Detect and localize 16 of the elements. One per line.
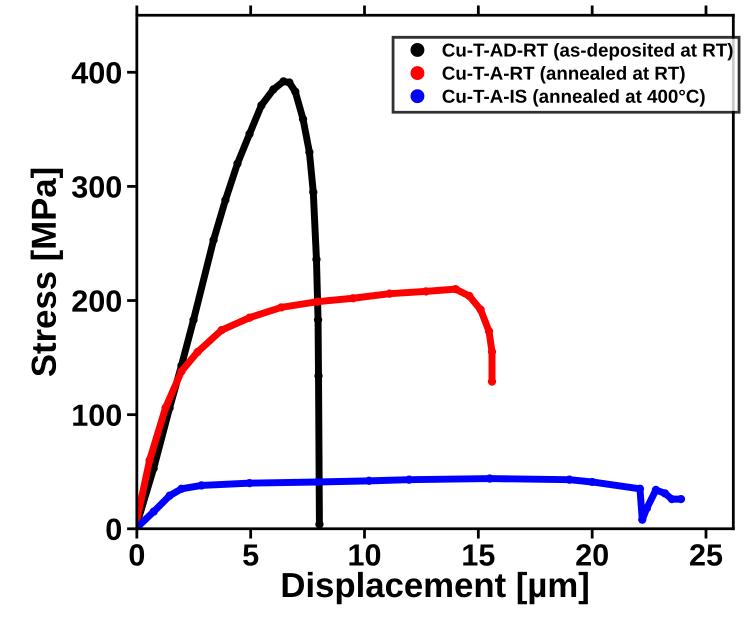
y-tick-label: 300	[72, 176, 122, 198]
y-tick-label: 0	[106, 518, 121, 540]
x-tick-label: 15	[463, 544, 494, 566]
legend-label: Cu-T-A-IS (annealed at 400°C)	[442, 89, 705, 107]
y-tick-label: 100	[73, 404, 122, 426]
x-tick-label: 20	[576, 544, 608, 566]
x-tick-label: 10	[349, 544, 380, 566]
x-tick-label: 5	[243, 544, 258, 566]
legend-label: Cu-T-AD-RT (as-deposited at RT)	[442, 42, 733, 60]
y-tick-label: 200	[72, 290, 122, 312]
x-tick-label: 0	[130, 544, 144, 566]
y-axis-title: Stress [MPa]	[30, 168, 63, 376]
x-tick-label: 25	[690, 544, 722, 566]
x-axis-title: Displacement [µm]	[282, 572, 588, 604]
legend-label: Cu-T-A-RT (annealed at RT)	[442, 66, 685, 84]
y-tick-label: 400	[72, 62, 122, 84]
